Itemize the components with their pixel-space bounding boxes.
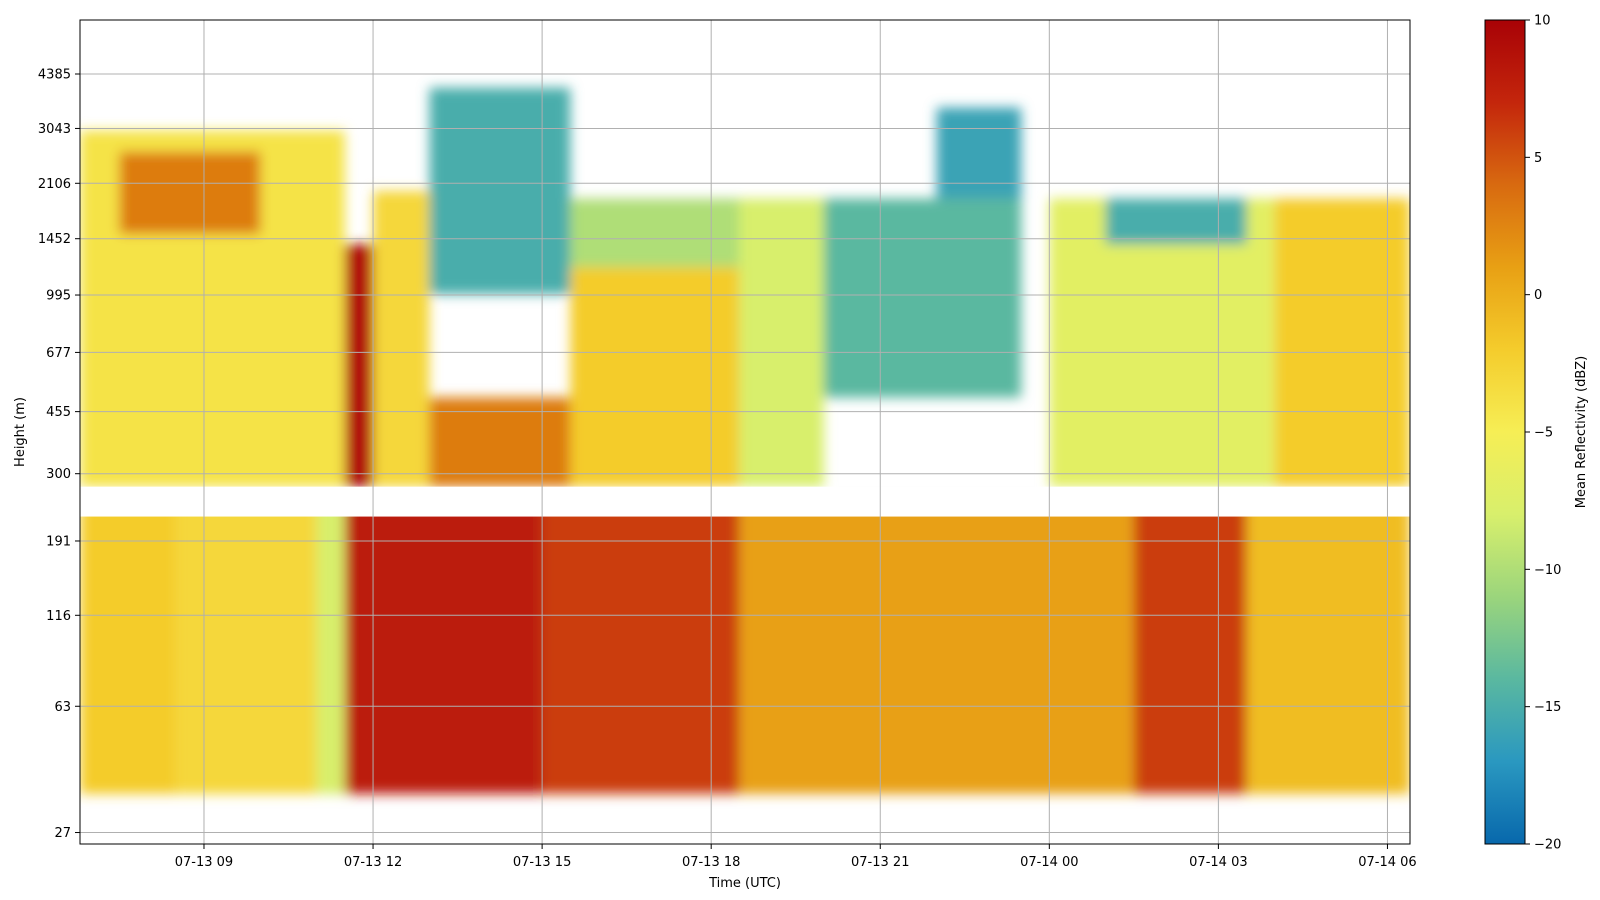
heatmap-region bbox=[175, 500, 317, 794]
heatmap-region bbox=[936, 107, 1022, 199]
heatmap-region bbox=[344, 244, 374, 487]
heatmap-region bbox=[429, 397, 571, 487]
y-tick-label: 4385 bbox=[38, 67, 71, 82]
colorbar-ticks: 10 5 0 −5 −10 −15 −20 bbox=[1525, 14, 1561, 853]
heatmap-region bbox=[373, 190, 430, 487]
heatmap-region bbox=[739, 500, 1134, 794]
heatmap-region bbox=[80, 500, 176, 794]
grid-lines bbox=[80, 20, 1410, 844]
x-axis-title: Time (UTC) bbox=[708, 876, 781, 891]
heatmap-region bbox=[1274, 198, 1410, 487]
y-axis: 27 63 116 191 300 455 677 995 1452 2106 3043 4385 bbox=[38, 67, 80, 841]
heatmap-region-group bbox=[80, 87, 1410, 794]
x-tick-label: 07-14 00 bbox=[1020, 855, 1078, 870]
colorbar-tick-label: −10 bbox=[1534, 563, 1561, 578]
y-tick-label: 116 bbox=[46, 609, 71, 624]
y-tick-label: 300 bbox=[46, 467, 71, 482]
x-tick-label: 07-13 15 bbox=[513, 855, 571, 870]
heatmap-region bbox=[1133, 500, 1247, 794]
heatmap-region bbox=[1049, 198, 1275, 487]
y-tick-label: 677 bbox=[46, 346, 71, 361]
x-tick-label: 07-14 03 bbox=[1189, 855, 1247, 870]
heatmap-region bbox=[119, 151, 261, 234]
colorbar-tick-label: 5 bbox=[1534, 151, 1542, 166]
heatmap-region bbox=[570, 198, 740, 268]
y-tick-label: 63 bbox=[54, 700, 71, 715]
heatmap-region bbox=[429, 87, 571, 295]
plot-frame bbox=[79, 19, 1411, 845]
y-tick-label: 3043 bbox=[38, 122, 71, 137]
heatmap-region bbox=[316, 500, 345, 794]
x-tick-label: 07-13 09 bbox=[175, 855, 233, 870]
heatmap-region bbox=[823, 198, 1022, 398]
colorbar-tick-label: −5 bbox=[1534, 426, 1553, 441]
colorbar-gradient bbox=[1484, 19, 1526, 845]
missing-data-gap bbox=[80, 486, 1410, 517]
heatmap-region bbox=[570, 267, 740, 487]
y-tick-label: 191 bbox=[46, 534, 71, 549]
y-tick-label: 2106 bbox=[38, 177, 71, 192]
x-tick-label: 07-14 06 bbox=[1358, 855, 1416, 870]
heatmap-region bbox=[542, 500, 740, 794]
plot-area bbox=[79, 19, 1411, 845]
y-tick-label: 1452 bbox=[38, 232, 71, 247]
heatmap-cells bbox=[80, 87, 1410, 794]
x-tick-label: 07-13 12 bbox=[344, 855, 402, 870]
colorbar-tick-label: −20 bbox=[1534, 838, 1561, 853]
colorbar-tick-label: −15 bbox=[1534, 700, 1561, 715]
x-tick-label: 07-13 18 bbox=[682, 855, 740, 870]
x-axis: 07-13 09 07-13 12 07-13 15 07-13 18 07-13 21… bbox=[175, 844, 1417, 870]
heatmap-region bbox=[739, 198, 824, 487]
heatmap-region bbox=[1246, 500, 1410, 794]
heatmap-region bbox=[344, 500, 543, 794]
y-axis-title: Height (m) bbox=[13, 397, 28, 467]
colorbar-title: Mean Reflectivity (dBZ) bbox=[1574, 356, 1589, 509]
x-tick-label: 07-13 21 bbox=[851, 855, 909, 870]
colorbar-tick-label: 0 bbox=[1534, 288, 1542, 303]
y-tick-label: 455 bbox=[46, 405, 71, 420]
y-tick-label: 995 bbox=[46, 289, 71, 304]
heatmap-region bbox=[1105, 198, 1247, 245]
y-tick-label: 27 bbox=[54, 826, 71, 841]
colorbar: 10 5 0 −5 −10 −15 −20 Mean Reflectivity (dBZ) bbox=[1484, 14, 1589, 853]
colorbar-tick-label: 10 bbox=[1534, 14, 1551, 29]
